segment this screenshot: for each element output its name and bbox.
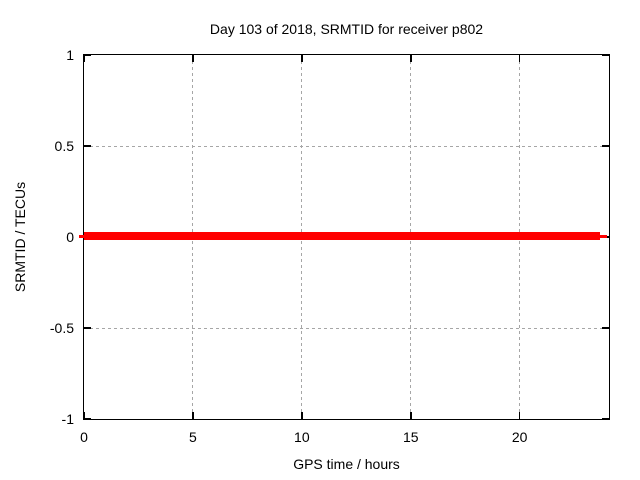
data-line-segment xyxy=(84,232,601,240)
y-tick-label: -1 xyxy=(61,411,74,427)
x-tick-label: 5 xyxy=(189,429,197,445)
x-axis-label: GPS time / hours xyxy=(293,456,400,472)
y-tick-right xyxy=(602,327,609,329)
y-tick-left xyxy=(84,327,91,329)
x-tick-bottom xyxy=(83,412,85,419)
x-tick-label: 20 xyxy=(511,429,528,445)
x-tick-label: 0 xyxy=(80,429,88,445)
chart-title: Day 103 of 2018, SRMTID for receiver p80… xyxy=(209,21,484,37)
data-line-segment xyxy=(78,234,84,238)
y-tick-right xyxy=(602,54,609,56)
y-tick-right xyxy=(602,418,609,420)
x-tick-top xyxy=(301,55,303,62)
y-tick-label: 0 xyxy=(66,229,74,245)
y-tick-right xyxy=(602,145,609,147)
data-line-segment xyxy=(600,234,608,238)
y-tick-label: 0.5 xyxy=(54,138,74,154)
x-tick-top xyxy=(518,55,521,62)
y-gridline xyxy=(84,327,609,329)
x-tick-top xyxy=(410,55,412,62)
y-tick-label: 1 xyxy=(66,47,74,63)
y-tick-label: -0.5 xyxy=(49,320,74,336)
y-tick-left xyxy=(84,145,91,147)
x-tick-bottom xyxy=(518,412,521,419)
x-tick-top xyxy=(83,55,85,62)
y-tick-left xyxy=(84,54,91,56)
x-tick-top xyxy=(192,55,194,62)
x-tick-label: 15 xyxy=(402,429,419,445)
y-gridline xyxy=(84,145,609,147)
x-tick-label: 10 xyxy=(294,429,310,445)
x-tick-bottom xyxy=(192,412,194,419)
x-tick-bottom xyxy=(301,412,303,419)
x-tick-bottom xyxy=(410,412,412,419)
y-tick-left xyxy=(84,418,91,420)
